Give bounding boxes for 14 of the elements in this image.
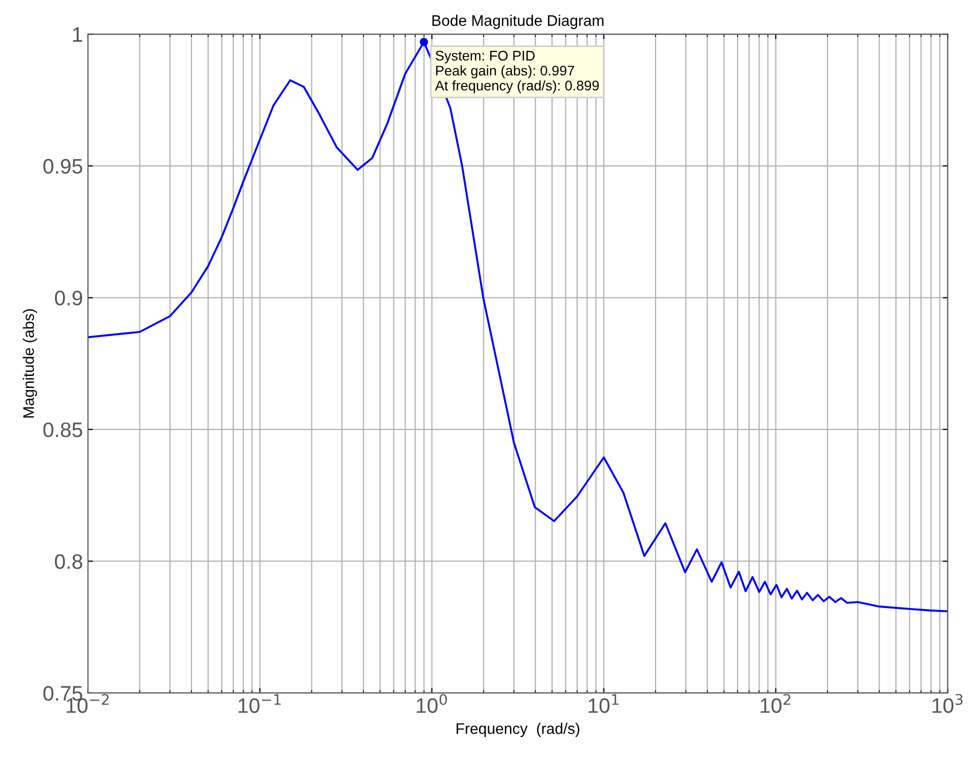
x-tick-label: 10$^{3}$ (932, 694, 963, 713)
x-axis-title: Frequency (rad/s) (456, 722, 580, 738)
x-tick-label: 10$^{0}$ (416, 694, 447, 713)
x-tick-label: 10$^{−1}$ (238, 694, 281, 713)
y-tick-label: 0.85 (43, 422, 82, 438)
y-tick-label: 0.9 (54, 290, 82, 306)
x-tick-label: 10$^{2}$ (760, 694, 790, 713)
chart-title: Bode Magnitude Diagram (432, 14, 604, 29)
y-axis-title: Magnitude (abs) (22, 309, 38, 418)
annotation: System: FO PID Peak gain (abs): 0.997 At frequency (rad/s): 0.899 (435, 50, 599, 94)
y-tick-label: 1 (73, 27, 82, 42)
x-tick-label: 10$^{1}$ (588, 694, 618, 713)
y-tick-label: 0.8 (54, 554, 82, 569)
y-tick-label: 0.95 (43, 158, 82, 174)
